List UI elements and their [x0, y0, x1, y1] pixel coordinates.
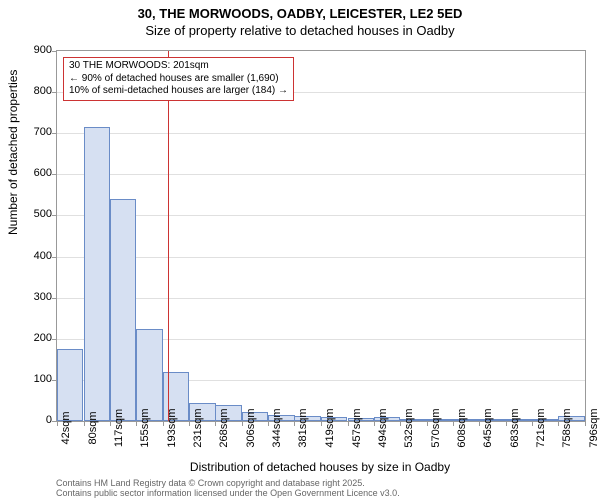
x-tick-label: 608sqm — [456, 408, 468, 447]
y-tick-label: 300 — [12, 291, 52, 303]
x-tick — [374, 421, 375, 426]
x-tick-label: 193sqm — [166, 408, 178, 447]
plot-area: 30 THE MORWOODS: 201sqm ← 90% of detache… — [56, 50, 586, 422]
y-tick — [52, 339, 57, 340]
x-tick — [558, 421, 559, 426]
x-tick — [163, 421, 164, 426]
chart-title-line1: 30, THE MORWOODS, OADBY, LEICESTER, LE2 … — [0, 0, 600, 23]
annotation-line1: 30 THE MORWOODS: 201sqm — [69, 60, 288, 73]
x-tick — [268, 421, 269, 426]
footer-line2: Contains public sector information licen… — [56, 488, 400, 498]
annotation-line2: ← 90% of detached houses are smaller (1,… — [69, 73, 288, 86]
gridline — [57, 257, 585, 258]
x-tick — [242, 421, 243, 426]
y-tick-label: 800 — [12, 85, 52, 97]
x-tick — [57, 421, 58, 426]
x-tick — [84, 421, 85, 426]
x-tick — [427, 421, 428, 426]
footer-attribution: Contains HM Land Registry data © Crown c… — [56, 478, 400, 499]
x-tick-label: 721sqm — [535, 408, 547, 447]
y-tick — [52, 174, 57, 175]
histogram-bar — [84, 127, 110, 421]
x-tick — [110, 421, 111, 426]
x-tick-label: 344sqm — [271, 408, 283, 447]
x-tick-label: 80sqm — [87, 411, 99, 444]
y-tick — [52, 257, 57, 258]
x-tick-label: 42sqm — [60, 411, 72, 444]
x-tick-label: 117sqm — [113, 409, 125, 447]
annotation-box: 30 THE MORWOODS: 201sqm ← 90% of detache… — [63, 57, 294, 101]
gridline — [57, 298, 585, 299]
x-tick — [294, 421, 295, 426]
y-tick — [52, 133, 57, 134]
x-tick-label: 532sqm — [403, 408, 415, 447]
x-tick-label: 494sqm — [377, 408, 389, 447]
x-tick-label: 231sqm — [192, 408, 204, 447]
x-tick-label: 457sqm — [351, 408, 363, 447]
x-tick-label: 306sqm — [245, 408, 257, 447]
y-tick — [52, 215, 57, 216]
x-tick — [453, 421, 454, 426]
x-tick-label: 683sqm — [509, 408, 521, 447]
x-tick-label: 419sqm — [324, 408, 336, 447]
histogram-bar — [110, 199, 136, 421]
x-tick — [479, 421, 480, 426]
gridline — [57, 215, 585, 216]
x-tick — [348, 421, 349, 426]
x-tick — [585, 421, 586, 426]
x-tick — [321, 421, 322, 426]
y-tick-label: 600 — [12, 167, 52, 179]
histogram-bar — [57, 349, 83, 421]
y-tick-label: 700 — [12, 126, 52, 138]
y-tick-label: 0 — [12, 414, 52, 426]
x-tick — [400, 421, 401, 426]
gridline — [57, 133, 585, 134]
marker-line — [168, 51, 169, 421]
x-tick-label: 381sqm — [297, 408, 309, 447]
y-tick-label: 100 — [12, 373, 52, 385]
y-tick — [52, 92, 57, 93]
chart-title-line2: Size of property relative to detached ho… — [0, 23, 600, 40]
histogram-bar — [136, 329, 162, 422]
y-tick-label: 900 — [12, 44, 52, 56]
x-tick — [215, 421, 216, 426]
y-tick-label: 400 — [12, 250, 52, 262]
x-tick — [532, 421, 533, 426]
x-tick — [506, 421, 507, 426]
y-tick — [52, 298, 57, 299]
gridline — [57, 174, 585, 175]
x-tick-label: 796sqm — [588, 408, 600, 447]
y-tick-label: 500 — [12, 208, 52, 220]
x-tick-label: 570sqm — [430, 408, 442, 447]
x-tick-label: 268sqm — [218, 408, 230, 447]
x-tick — [136, 421, 137, 426]
y-tick-label: 200 — [12, 332, 52, 344]
annotation-line3: 10% of semi-detached houses are larger (… — [69, 85, 288, 98]
x-tick-label: 155sqm — [139, 408, 151, 447]
x-axis-label: Distribution of detached houses by size … — [56, 460, 584, 474]
x-tick-label: 645sqm — [482, 408, 494, 447]
footer-line1: Contains HM Land Registry data © Crown c… — [56, 478, 400, 488]
x-tick-label: 758sqm — [561, 408, 573, 447]
y-tick — [52, 51, 57, 52]
x-tick — [189, 421, 190, 426]
